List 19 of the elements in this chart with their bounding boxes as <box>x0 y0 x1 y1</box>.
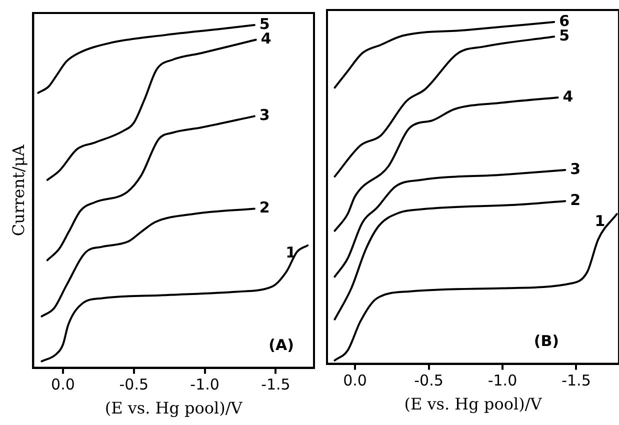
x-tick-label: -1.5 <box>261 376 290 394</box>
x-tick-label: -1.5 <box>562 372 591 390</box>
x-axis-title: (E vs. Hg pool)/V <box>104 398 243 418</box>
series-label: 3 <box>570 160 581 178</box>
y-axis-title: Current/μA <box>8 144 28 236</box>
x-tick-label: -0.5 <box>414 372 444 390</box>
x-tick-label: -0.5 <box>119 376 149 394</box>
x-tick-label: 0.0 <box>343 372 367 390</box>
series-label: 4 <box>562 87 574 106</box>
annotation: (A) <box>268 336 294 354</box>
x-tick-label: -1.0 <box>488 372 518 390</box>
series-label: 1 <box>594 212 606 230</box>
annotation: (B) <box>534 332 559 350</box>
x-axis-title: (E vs. Hg pool)/V <box>404 394 542 414</box>
series-label: 2 <box>570 190 581 209</box>
series-label: 3 <box>259 106 270 124</box>
series-label: 2 <box>259 198 270 217</box>
x-tick-label: -1.0 <box>190 376 220 394</box>
x-tick-label: 0.0 <box>51 376 75 394</box>
